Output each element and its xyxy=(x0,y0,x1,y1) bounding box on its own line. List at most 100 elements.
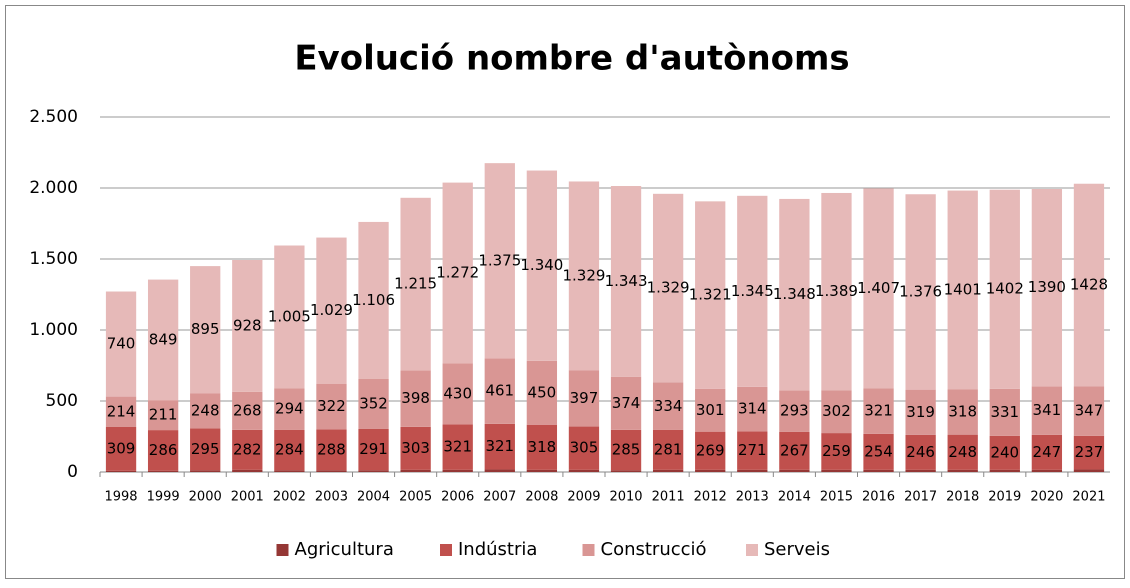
x-tick-label: 2017 xyxy=(904,490,937,505)
legend-label: Construcció xyxy=(601,539,707,560)
bar-segment xyxy=(695,469,726,472)
bar-segment xyxy=(442,182,473,364)
bar-segment xyxy=(442,469,473,472)
bar-segment xyxy=(1031,188,1063,387)
bar-segment xyxy=(905,434,936,470)
bar-segment xyxy=(947,434,978,470)
data-label: 1.321 xyxy=(689,286,732,304)
data-label: 1.029 xyxy=(310,301,353,319)
data-label: 240 xyxy=(990,443,1019,461)
bar-segment xyxy=(147,400,179,431)
bar-segment xyxy=(568,426,600,470)
data-label: 302 xyxy=(822,402,851,420)
bar-segment xyxy=(863,469,894,472)
bar-segment xyxy=(905,389,936,435)
y-tick-label: 1.500 xyxy=(29,249,78,269)
bar-segment xyxy=(316,429,347,471)
bar-segment xyxy=(484,423,515,470)
data-label: 237 xyxy=(1075,443,1104,461)
bar-segment xyxy=(147,279,179,401)
data-label: 1.005 xyxy=(268,307,311,325)
bar-segment xyxy=(989,435,1020,470)
legend-swatch xyxy=(746,544,758,556)
bar-segment xyxy=(905,469,936,472)
data-label: 288 xyxy=(317,440,346,458)
bar-segment xyxy=(737,195,768,387)
x-tick-label: 2000 xyxy=(189,490,222,505)
y-tick-label: 2.500 xyxy=(29,107,78,127)
legend-label: Serveis xyxy=(764,539,830,560)
bar-segment xyxy=(400,469,431,472)
bar-segment xyxy=(232,429,263,470)
y-tick-label: 0 xyxy=(67,462,78,482)
bar-segment xyxy=(105,470,137,472)
data-label: 248 xyxy=(948,443,977,461)
bar-segment xyxy=(358,221,389,379)
bar-segment xyxy=(274,470,305,472)
data-label: 267 xyxy=(780,441,809,459)
bar-segment xyxy=(105,426,137,471)
bar-segment xyxy=(695,431,726,470)
data-label: 1.407 xyxy=(857,279,900,297)
bar-segment xyxy=(989,469,1020,472)
bar-segment xyxy=(695,388,726,432)
bar-segment xyxy=(737,431,768,470)
x-tick-label: 2014 xyxy=(778,490,811,505)
data-label: 285 xyxy=(612,441,641,459)
data-label: 322 xyxy=(317,397,346,415)
y-tick-label: 1.000 xyxy=(29,320,78,340)
data-label: 318 xyxy=(528,438,557,456)
bar-segment xyxy=(568,469,600,472)
data-label: 286 xyxy=(149,441,178,459)
bar-segment xyxy=(1073,469,1105,472)
bar-segment xyxy=(737,469,768,472)
bar-segment xyxy=(358,378,389,429)
data-label: 740 xyxy=(107,335,136,353)
bar-segment xyxy=(526,424,558,470)
data-label: 1.375 xyxy=(478,251,521,269)
x-tick-label: 2006 xyxy=(441,490,474,505)
bar-segment xyxy=(821,469,852,472)
bar-segment xyxy=(1031,469,1063,472)
bar-segment xyxy=(947,469,978,472)
data-label: 352 xyxy=(359,394,388,412)
x-tick-label: 2007 xyxy=(483,490,516,505)
data-label: 269 xyxy=(696,441,725,459)
data-label: 284 xyxy=(275,441,304,459)
data-label: 1428 xyxy=(1070,276,1108,294)
bar-segment xyxy=(105,291,137,397)
y-tick-label: 2.000 xyxy=(29,178,78,198)
data-label: 461 xyxy=(485,382,514,400)
data-label: 1.348 xyxy=(773,285,816,303)
data-label: 1.376 xyxy=(899,282,942,300)
bar-segment xyxy=(652,382,684,430)
data-label: 895 xyxy=(191,320,220,338)
data-label: 291 xyxy=(359,440,388,458)
data-label: 246 xyxy=(906,443,935,461)
bar-segment xyxy=(821,433,852,470)
data-label: 331 xyxy=(990,403,1019,421)
x-tick-label: 2003 xyxy=(315,490,348,505)
bar-segment xyxy=(526,360,558,425)
legend-label: Agricultura xyxy=(295,539,394,560)
bar-segment xyxy=(190,393,221,429)
bar-segment xyxy=(821,390,852,434)
bar-segment xyxy=(147,470,179,472)
bar-segment xyxy=(652,193,684,383)
data-label: 309 xyxy=(107,439,136,457)
bar-segment xyxy=(779,431,810,470)
bar-segment xyxy=(316,383,347,430)
bar-segment xyxy=(863,433,894,470)
bar-segment xyxy=(737,386,768,432)
bar-segment xyxy=(400,370,431,427)
x-tick-label: 2002 xyxy=(273,490,306,505)
bar-segment xyxy=(779,390,810,432)
bar-segment xyxy=(610,186,642,377)
bar-segment xyxy=(400,197,431,371)
data-label: 430 xyxy=(443,384,472,402)
bar-segment xyxy=(821,192,852,391)
bar-segment xyxy=(779,198,810,391)
bar-segment xyxy=(947,190,978,390)
data-label: 293 xyxy=(780,402,809,420)
bar-segment xyxy=(1073,183,1105,387)
